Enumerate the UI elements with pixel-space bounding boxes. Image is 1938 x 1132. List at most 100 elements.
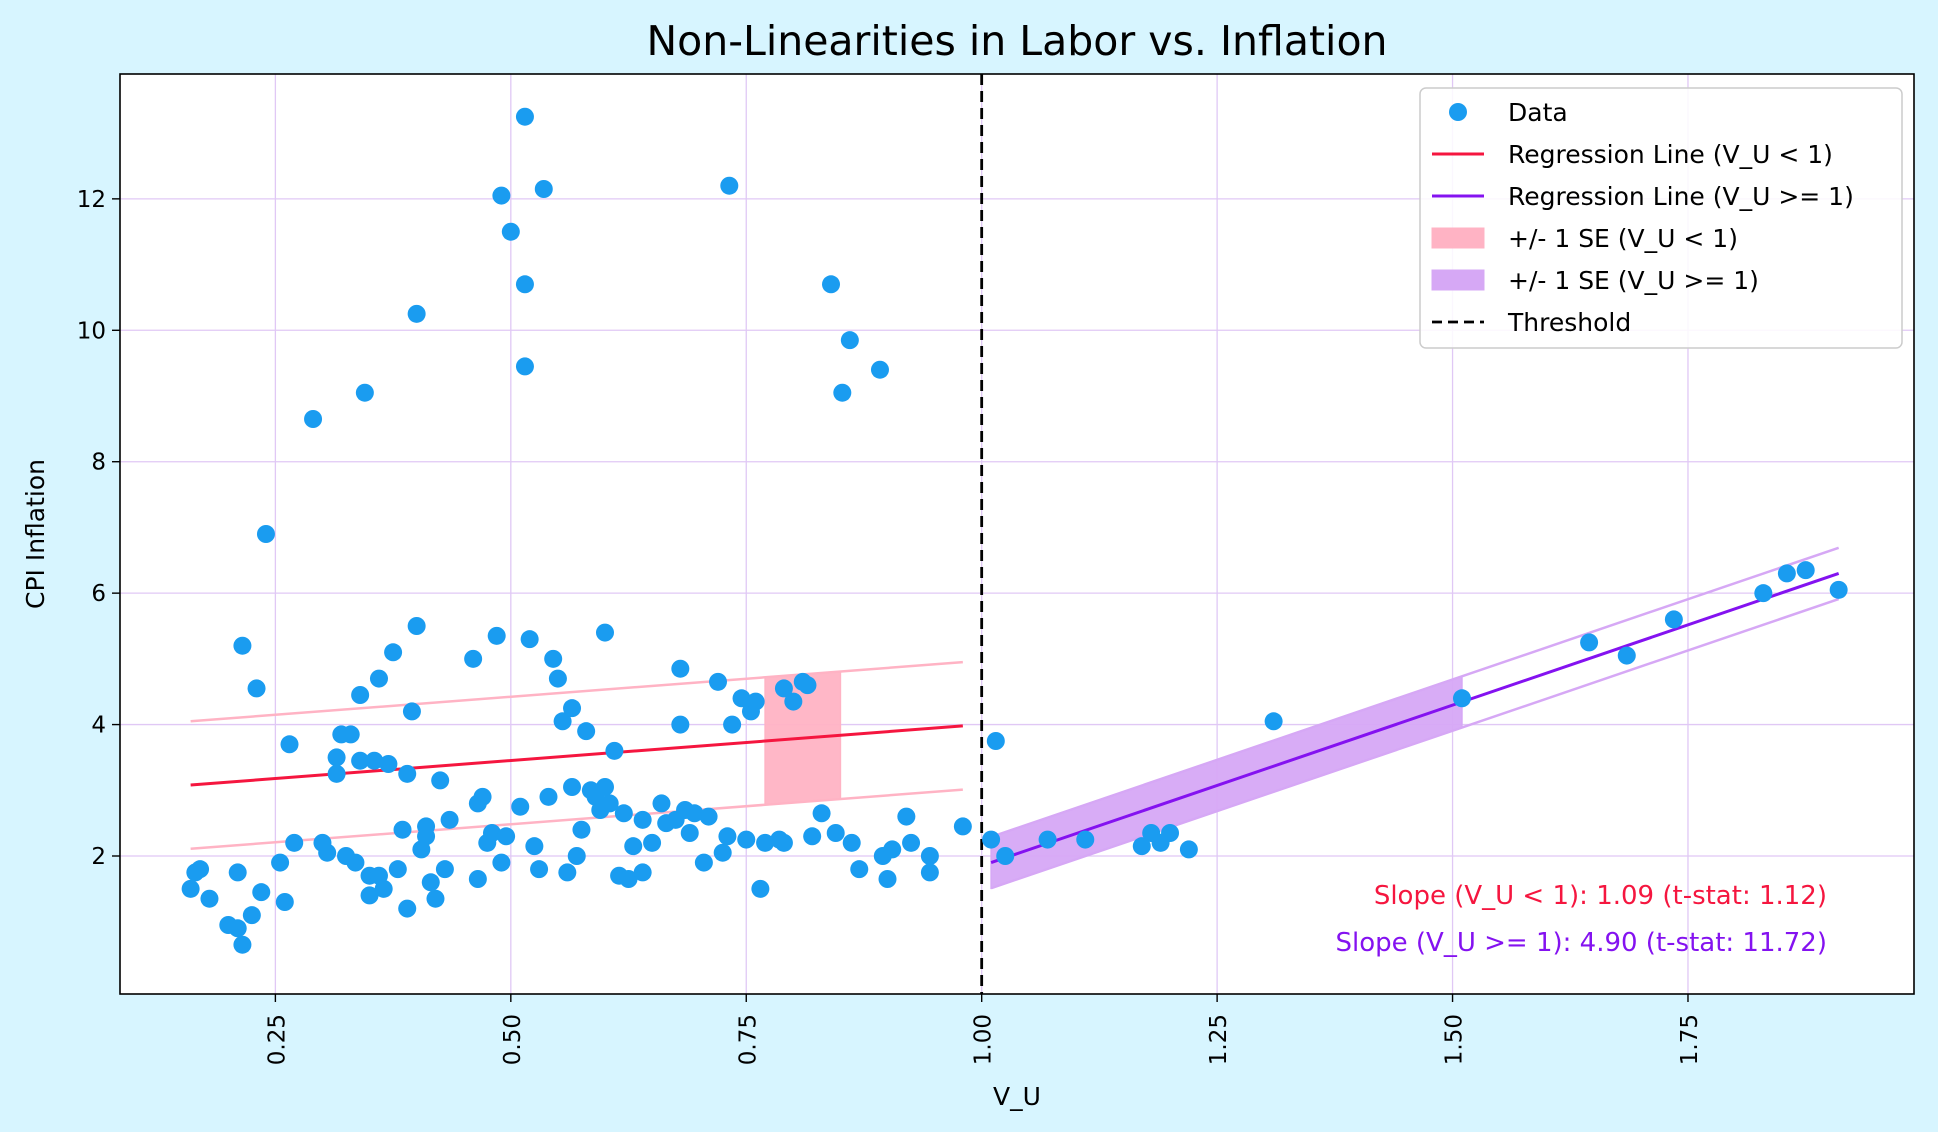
data-point xyxy=(228,919,247,938)
y-tick-label: 4 xyxy=(91,713,106,739)
data-point xyxy=(751,879,770,898)
data-point xyxy=(327,748,346,767)
data-point xyxy=(501,222,520,241)
legend-label-data: Data xyxy=(1508,98,1568,127)
data-point xyxy=(1452,689,1471,708)
data-point xyxy=(986,732,1005,750)
data-point xyxy=(694,853,713,872)
data-point xyxy=(407,304,426,323)
data-point xyxy=(1264,712,1283,731)
data-point xyxy=(181,879,200,898)
data-point xyxy=(633,863,652,882)
data-point xyxy=(525,837,544,856)
data-point xyxy=(798,676,817,695)
legend-label-regression-high: Regression Line (V_U >= 1) xyxy=(1508,182,1854,211)
data-point xyxy=(473,787,492,806)
data-point xyxy=(553,712,572,731)
data-point xyxy=(191,860,210,879)
data-point xyxy=(878,870,897,888)
data-point xyxy=(327,764,346,783)
data-point xyxy=(870,360,889,379)
chart-title: Non-Linearities in Labor vs. Inflation xyxy=(646,17,1387,65)
data-point xyxy=(482,824,501,842)
data-point xyxy=(388,860,407,879)
data-point xyxy=(718,827,737,846)
data-point xyxy=(671,659,690,678)
data-point xyxy=(826,824,845,842)
y-tick-label: 6 xyxy=(91,581,106,607)
regression-line-low xyxy=(190,724,963,787)
data-point xyxy=(920,863,939,882)
data-point xyxy=(723,715,742,734)
legend-symbols xyxy=(1431,103,1485,324)
data-point xyxy=(426,889,445,908)
data-point xyxy=(530,860,549,879)
y-tick-label: 12 xyxy=(77,187,106,213)
legend-symbol-se-high xyxy=(1431,269,1485,291)
data-point xyxy=(680,824,699,842)
y-tick-label: 8 xyxy=(91,450,106,476)
legend-label-se-low: +/- 1 SE (V_U < 1) xyxy=(1508,224,1738,253)
data-point xyxy=(709,672,727,691)
legend-label-regression-low: Regression Line (V_U < 1) xyxy=(1508,140,1833,169)
plot-frame xyxy=(119,73,1915,995)
data-point xyxy=(996,847,1015,865)
data-point xyxy=(671,715,690,734)
data-point xyxy=(756,833,775,852)
annotation-slope-high: Slope (V_U >= 1): 4.90 (t-stat: 11.72) xyxy=(1335,928,1827,958)
data-point xyxy=(1796,561,1815,580)
data-point xyxy=(515,357,534,376)
data-point xyxy=(1580,633,1599,652)
data-point xyxy=(440,810,459,829)
data-point xyxy=(633,810,652,829)
data-point xyxy=(233,636,252,655)
data-point xyxy=(435,860,454,879)
data-point xyxy=(233,935,252,954)
data-point xyxy=(572,820,591,839)
data-point xyxy=(1617,646,1636,665)
data-point xyxy=(341,725,360,744)
data-point xyxy=(812,804,831,823)
data-point xyxy=(271,853,290,872)
x-tick-label: 1.50 xyxy=(1442,1014,1468,1065)
data-point xyxy=(252,883,271,902)
legend-symbol-data xyxy=(1449,103,1467,121)
data-point xyxy=(492,853,511,872)
data-point xyxy=(1664,610,1683,629)
data-point xyxy=(643,833,662,852)
data-point xyxy=(699,807,718,826)
axis-ticks: 0.25 0.50 0.75 1.00 1.25 1.50 1.75 2 4 6 8 10 12 xyxy=(77,187,1703,1065)
regression-line-high xyxy=(990,572,1840,864)
data-point xyxy=(595,623,614,642)
legend-label-threshold: Threshold xyxy=(1507,308,1631,337)
annotation-slope-low: Slope (V_U < 1): 1.09 (t-stat: 1.12) xyxy=(1374,881,1827,911)
data-point xyxy=(567,847,586,865)
x-tick-label: 1.25 xyxy=(1206,1014,1232,1065)
data-point xyxy=(402,702,421,721)
data-point xyxy=(539,787,558,806)
data-point xyxy=(256,525,275,543)
data-point xyxy=(605,741,624,760)
data-point xyxy=(407,617,426,635)
data-point xyxy=(548,669,567,688)
data-point xyxy=(822,275,841,294)
data-point xyxy=(318,843,337,862)
data-point xyxy=(285,833,304,852)
data-point xyxy=(713,843,732,862)
data-point xyxy=(247,679,266,698)
x-tick-label: 1.00 xyxy=(971,1014,997,1065)
data-point xyxy=(515,275,534,294)
data-point xyxy=(365,751,384,770)
data-point xyxy=(511,797,530,816)
data-point xyxy=(563,699,582,718)
data-point xyxy=(1829,580,1848,599)
data-point xyxy=(600,794,619,813)
data-point xyxy=(374,879,393,898)
data-point xyxy=(1161,824,1180,842)
data-point xyxy=(1777,564,1796,583)
data-point xyxy=(275,893,294,911)
data-point xyxy=(624,837,643,856)
data-point xyxy=(534,180,553,198)
x-tick-label: 0.75 xyxy=(735,1014,761,1065)
